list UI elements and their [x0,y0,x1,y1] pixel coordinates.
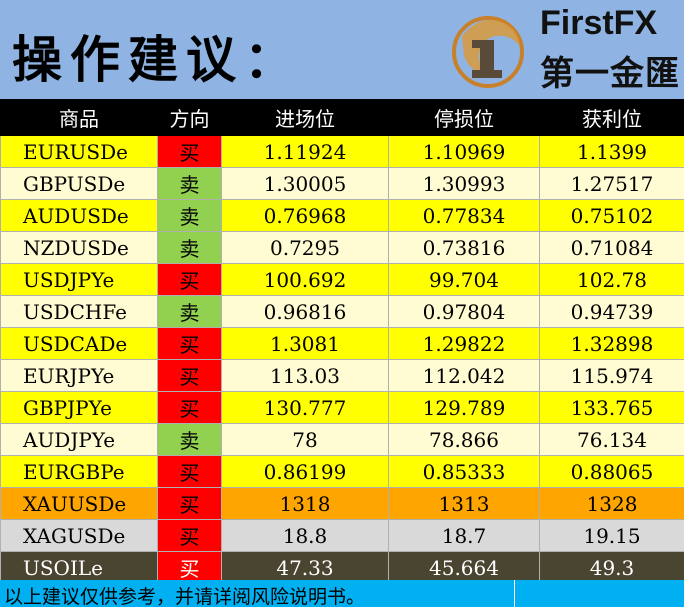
direction-cell: 买 [158,360,222,392]
entry-cell: 1318 [222,488,389,520]
entry-cell: 0.86199 [222,456,389,488]
entry-cell: 1.30005 [222,168,389,200]
profit-cell: 0.75102 [540,200,684,232]
direction-cell: 买 [158,328,222,360]
direction-cell: 卖 [158,424,222,456]
symbol-cell: XAUUSDe [1,488,158,520]
symbol-cell: XAGUSDe [1,520,158,552]
stop-cell: 1.29822 [389,328,540,360]
disclaimer-text: 以上建议仅供参考，并请详阅风险说明书。 [4,582,365,609]
direction-cell: 买 [158,520,222,552]
profit-cell: 19.15 [540,520,684,552]
header-banner: 操作建议： FirstFX 第一金匯 [0,0,684,99]
entry-cell: 47.33 [222,552,389,584]
symbol-cell: AUDJPYe [1,424,158,456]
entry-cell: 1.11924 [222,136,389,168]
table-row: USDJPYe 买 100.692 99.704 102.78 [1,264,684,296]
column-header-symbol: 商品 [1,100,158,136]
symbol-cell: USDJPYe [1,264,158,296]
stop-cell: 0.73816 [389,232,540,264]
stop-cell: 1313 [389,488,540,520]
profit-cell: 1.32898 [540,328,684,360]
column-header-stop: 停损位 [389,100,540,136]
symbol-cell: USDCADe [1,328,158,360]
stop-cell: 18.7 [389,520,540,552]
brand-name-english: FirstFX [540,4,657,43]
table-row: EURGBPe 买 0.86199 0.85333 0.88065 [1,456,684,488]
symbol-cell: GBPJPYe [1,392,158,424]
page-title: 操作建议： [12,20,302,92]
stop-cell: 0.97804 [389,296,540,328]
entry-cell: 100.692 [222,264,389,296]
column-header-entry: 进场位 [222,100,389,136]
stop-cell: 99.704 [389,264,540,296]
entry-cell: 113.03 [222,360,389,392]
symbol-cell: AUDUSDe [1,200,158,232]
direction-cell: 买 [158,136,222,168]
table-row: AUDUSDe 卖 0.76968 0.77834 0.75102 [1,200,684,232]
table-header-row: 商品 方向 进场位 停损位 获利位 [1,100,684,136]
brand-name-chinese: 第一金匯 [540,46,680,95]
entry-cell: 0.7295 [222,232,389,264]
profit-cell: 0.88065 [540,456,684,488]
profit-cell: 1.27517 [540,168,684,200]
table-row: USDCADe 买 1.3081 1.29822 1.32898 [1,328,684,360]
symbol-cell: USOILe [1,552,158,584]
entry-cell: 130.777 [222,392,389,424]
direction-cell: 卖 [158,232,222,264]
stop-cell: 0.85333 [389,456,540,488]
entry-cell: 78 [222,424,389,456]
symbol-cell: GBPUSDe [1,168,158,200]
direction-cell: 买 [158,264,222,296]
profit-cell: 1.1399 [540,136,684,168]
table-row: XAUUSDe 买 1318 1313 1328 [1,488,684,520]
table-row: AUDJPYe 卖 78 78.866 76.134 [1,424,684,456]
direction-cell: 卖 [158,200,222,232]
column-header-profit: 获利位 [540,100,684,136]
stop-cell: 1.30993 [389,168,540,200]
direction-cell: 卖 [158,168,222,200]
entry-cell: 0.76968 [222,200,389,232]
stop-cell: 45.664 [389,552,540,584]
stop-cell: 1.10969 [389,136,540,168]
profit-cell: 1328 [540,488,684,520]
direction-cell: 买 [158,392,222,424]
table-row: XAGUSDe 买 18.8 18.7 19.15 [1,520,684,552]
table-row: EURUSDe 买 1.11924 1.10969 1.1399 [1,136,684,168]
symbol-cell: EURJPYe [1,360,158,392]
entry-cell: 18.8 [222,520,389,552]
table-row: EURJPYe 买 113.03 112.042 115.974 [1,360,684,392]
profit-cell: 0.71084 [540,232,684,264]
footer-divider [514,580,515,607]
profit-cell: 133.765 [540,392,684,424]
profit-cell: 0.94739 [540,296,684,328]
stop-cell: 78.866 [389,424,540,456]
entry-cell: 0.96816 [222,296,389,328]
table-row: USDCHFe 卖 0.96816 0.97804 0.94739 [1,296,684,328]
table-row: GBPUSDe 卖 1.30005 1.30993 1.27517 [1,168,684,200]
direction-cell: 买 [158,456,222,488]
column-header-direction: 方向 [158,100,222,136]
symbol-cell: USDCHFe [1,296,158,328]
profit-cell: 115.974 [540,360,684,392]
disclaimer-bar: 以上建议仅供参考，并请详阅风险说明书。 [0,580,684,607]
stop-cell: 129.789 [389,392,540,424]
table-row: USOILe 买 47.33 45.664 49.3 [1,552,684,584]
stop-cell: 0.77834 [389,200,540,232]
table-row: GBPJPYe 买 130.777 129.789 133.765 [1,392,684,424]
direction-cell: 买 [158,552,222,584]
profit-cell: 49.3 [540,552,684,584]
direction-cell: 卖 [158,296,222,328]
profit-cell: 76.134 [540,424,684,456]
table-row: NZDUSDe 卖 0.7295 0.73816 0.71084 [1,232,684,264]
symbol-cell: EURGBPe [1,456,158,488]
trade-table: 商品 方向 进场位 停损位 获利位 EURUSDe 买 1.11924 1.10… [0,99,684,584]
stop-cell: 112.042 [389,360,540,392]
entry-cell: 1.3081 [222,328,389,360]
symbol-cell: NZDUSDe [1,232,158,264]
direction-cell: 买 [158,488,222,520]
symbol-cell: EURUSDe [1,136,158,168]
profit-cell: 102.78 [540,264,684,296]
